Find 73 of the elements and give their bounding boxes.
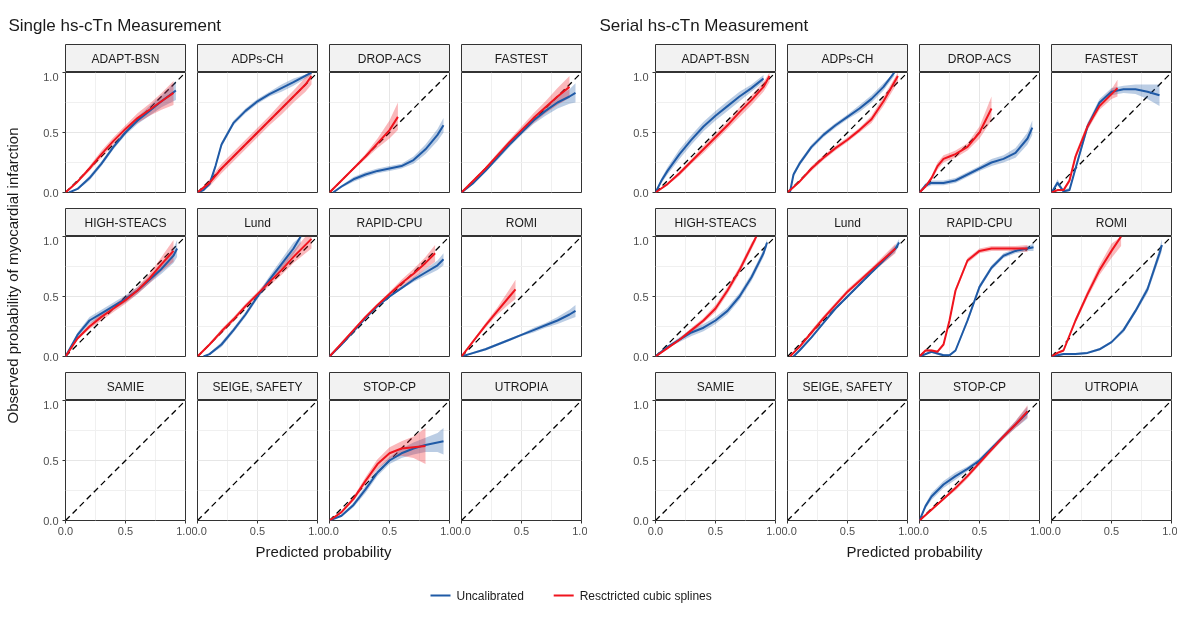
y-tick-label: 0.5 <box>633 454 649 467</box>
y-tick-label: 0.0 <box>43 186 59 199</box>
y-tick-label: 0.5 <box>633 126 649 139</box>
x-tick-label: 0.5 <box>707 524 724 537</box>
y-tick-label: 0.0 <box>633 186 649 199</box>
y-tick-label: 0.5 <box>43 290 59 303</box>
x-tick-label: 0.0 <box>323 524 339 537</box>
chart-title: DROP-ACS <box>357 51 422 66</box>
x-axis-title: Predicted probability <box>846 543 983 560</box>
x-tick-label: 0.0 <box>647 524 664 537</box>
chart-title: FASTEST <box>1084 51 1139 66</box>
y-tick-label: 1.0 <box>633 398 649 411</box>
y-tick-label: 0.0 <box>43 514 59 527</box>
text: Single hs-cTn Measurement <box>8 15 222 35</box>
legend-label: Resctricted cubic splines <box>579 588 712 603</box>
x-tick-label: 1.0 <box>440 524 456 537</box>
chart-title: UTROPIA <box>494 379 549 394</box>
x-tick-label: 0.5 <box>249 524 266 537</box>
x-tick-label: 0.5 <box>117 524 134 537</box>
legend-label: Uncalibrated <box>456 588 524 603</box>
chart-title: FASTEST <box>494 51 549 66</box>
chart-title: ADPs-CH <box>821 51 874 66</box>
x-tick-label: 0.0 <box>455 524 471 537</box>
x-tick-label: 0.5 <box>381 524 398 537</box>
x-tick-label: 1.0 <box>1162 524 1178 537</box>
chart-title: SAMIE <box>106 379 145 394</box>
chart-title: RAPID-CPU <box>356 215 423 230</box>
y-axis-title: Observed probability of myocardial infarction <box>4 127 21 424</box>
chart-title: SEIGE, SAFETY <box>212 379 303 394</box>
x-tick-label: 0.0 <box>913 524 929 537</box>
x-tick-label: 0.5 <box>1103 524 1120 537</box>
x-tick-label: 0.0 <box>191 524 207 537</box>
chart-title: RAPID-CPU <box>946 215 1013 230</box>
y-tick-label: 1.0 <box>633 70 649 83</box>
y-tick-label: 1.0 <box>43 70 59 83</box>
x-tick-label: 1.0 <box>308 524 324 537</box>
x-tick-label: 0.5 <box>971 524 988 537</box>
y-tick-label: 0.5 <box>43 126 59 139</box>
x-tick-label: 1.0 <box>898 524 914 537</box>
x-axis-title: Predicted probability <box>255 543 392 560</box>
y-tick-label: 0.0 <box>633 514 649 527</box>
chart-title: SEIGE, SAFETY <box>802 379 893 394</box>
chart-title: ROMI <box>505 215 538 230</box>
chart-title: SAMIE <box>696 379 735 394</box>
y-tick-label: 0.5 <box>633 290 649 303</box>
x-tick-label: 1.0 <box>572 524 588 537</box>
chart-title: STOP-CP <box>362 379 417 394</box>
chart-title: ADPs-CH <box>231 51 284 66</box>
chart-title: UTROPIA <box>1084 379 1139 394</box>
y-tick-label: 1.0 <box>43 234 59 247</box>
x-tick-label: 0.0 <box>1045 524 1061 537</box>
chart-title: ROMI <box>1095 215 1128 230</box>
x-tick-label: 0.0 <box>57 524 74 537</box>
x-tick-label: 1.0 <box>1030 524 1046 537</box>
y-tick-label: 1.0 <box>43 398 59 411</box>
chart-title: DROP-ACS <box>947 51 1012 66</box>
x-tick-label: 1.0 <box>176 524 192 537</box>
chart-title: Lund <box>834 215 861 230</box>
x-tick-label: 0.5 <box>513 524 530 537</box>
y-tick-label: 0.5 <box>43 454 59 467</box>
chart-title: HIGH-STEACS <box>84 215 167 230</box>
x-tick-label: 0.0 <box>781 524 797 537</box>
chart-title: ADAPT-BSN <box>681 51 750 66</box>
x-tick-label: 1.0 <box>766 524 782 537</box>
chart-title: HIGH-STEACS <box>674 215 757 230</box>
text: Serial hs-cTn Measurement <box>599 15 809 35</box>
chart-title: STOP-CP <box>952 379 1007 394</box>
chart-title: Lund <box>244 215 271 230</box>
chart-title: ADAPT-BSN <box>91 51 160 66</box>
x-tick-label: 0.5 <box>839 524 856 537</box>
y-tick-label: 0.0 <box>43 350 59 363</box>
y-tick-label: 1.0 <box>633 234 649 247</box>
y-tick-label: 0.0 <box>633 350 649 363</box>
